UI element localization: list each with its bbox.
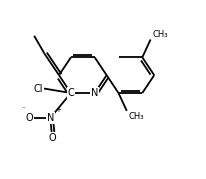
Text: +: + <box>55 107 61 113</box>
Text: ⁻: ⁻ <box>21 107 25 113</box>
Text: Cl: Cl <box>33 84 43 94</box>
Text: CH₃: CH₃ <box>152 30 167 38</box>
Text: N: N <box>91 88 98 98</box>
Text: C: C <box>67 88 74 98</box>
Text: N: N <box>46 113 54 123</box>
Text: CH₃: CH₃ <box>128 112 144 121</box>
Text: O: O <box>48 133 56 143</box>
Text: O: O <box>26 113 33 123</box>
